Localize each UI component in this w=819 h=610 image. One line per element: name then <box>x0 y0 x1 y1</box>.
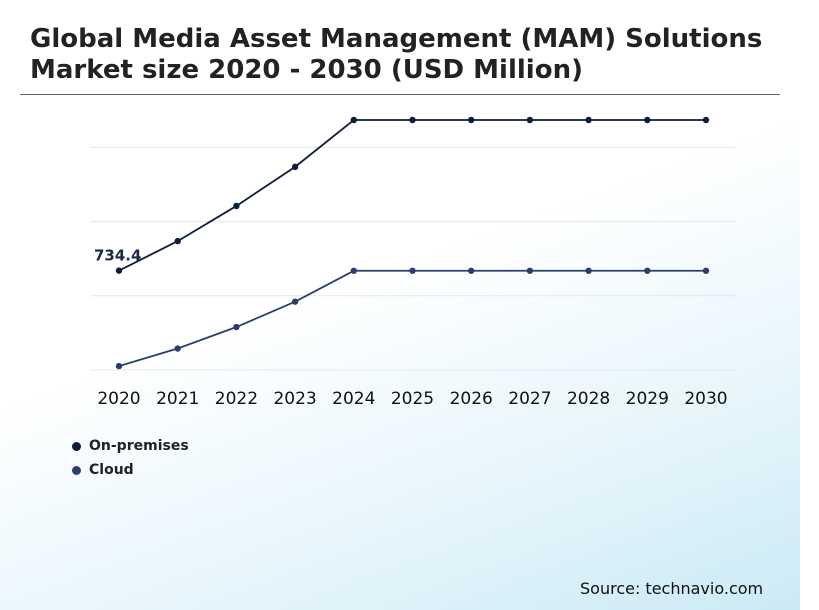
chart-title: Global Media Asset Management (MAM) Solu… <box>30 24 763 85</box>
point-cloud-2023[interactable] <box>291 298 299 305</box>
x-tick-label-2028: 2028 <box>567 389 610 409</box>
point-on-premises-2027[interactable] <box>526 116 534 124</box>
x-tick-label-2024: 2024 <box>332 389 375 409</box>
x-tick-label-2026: 2026 <box>450 389 493 409</box>
point-on-premises-2024[interactable] <box>350 116 357 124</box>
background <box>0 0 800 610</box>
point-cloud-2024[interactable] <box>350 267 357 274</box>
point-cloud-2030[interactable] <box>702 267 710 274</box>
point-cloud-2028[interactable] <box>585 267 592 274</box>
title-divider <box>20 94 780 95</box>
x-tick-label-2030: 2030 <box>684 389 727 409</box>
legend-label-on-premises: On-premises <box>89 438 189 454</box>
series-lines <box>115 116 710 370</box>
series-line-cloud <box>118 269 706 367</box>
source-credit: Source: technavio.com <box>580 579 764 598</box>
point-on-premises-2030[interactable] <box>702 116 710 124</box>
grid-lines <box>90 146 736 371</box>
point-on-premises-2022[interactable] <box>233 202 240 210</box>
point-cloud-2026[interactable] <box>468 267 475 274</box>
x-axis-tick-labels: 2020 2021 2022 2023 2024 2025 2026 2027 2028 2029… <box>97 389 727 409</box>
legend-label-cloud: Cloud <box>89 462 134 478</box>
point-cloud-2025[interactable] <box>409 267 416 274</box>
point-cloud-2020[interactable] <box>115 362 123 370</box>
x-tick-label-2020: 2020 <box>97 389 140 409</box>
legend-marker-on-premises <box>72 441 81 451</box>
point-cloud-2027[interactable] <box>526 267 534 274</box>
x-tick-label-2027: 2027 <box>508 389 551 409</box>
data-label-0: 734.4 <box>94 247 141 265</box>
legend-marker-cloud <box>72 465 81 475</box>
legend-item-cloud[interactable]: Cloud <box>72 458 189 482</box>
data-labels: 734.4 <box>94 247 141 265</box>
legend-item-on-premises[interactable]: On-premises <box>72 434 189 458</box>
legend: On-premises Cloud <box>72 434 189 482</box>
point-on-premises-2025[interactable] <box>409 116 416 124</box>
point-on-premises-2020[interactable] <box>115 267 123 274</box>
point-cloud-2022[interactable] <box>233 323 240 331</box>
point-on-premises-2028[interactable] <box>585 116 592 124</box>
x-tick-label-2023: 2023 <box>273 389 316 409</box>
x-tick-label-2029: 2029 <box>626 389 669 409</box>
point-cloud-2021[interactable] <box>174 345 181 352</box>
point-cloud-2029[interactable] <box>644 267 651 274</box>
x-tick-label-2022: 2022 <box>215 389 258 409</box>
point-on-premises-2023[interactable] <box>291 163 299 171</box>
point-on-premises-2021[interactable] <box>174 237 181 245</box>
point-on-premises-2026[interactable] <box>468 116 475 124</box>
x-tick-label-2021: 2021 <box>156 389 199 409</box>
point-on-premises-2029[interactable] <box>644 116 651 124</box>
x-tick-label-2025: 2025 <box>391 389 434 409</box>
series-line-on-premises <box>118 119 706 272</box>
